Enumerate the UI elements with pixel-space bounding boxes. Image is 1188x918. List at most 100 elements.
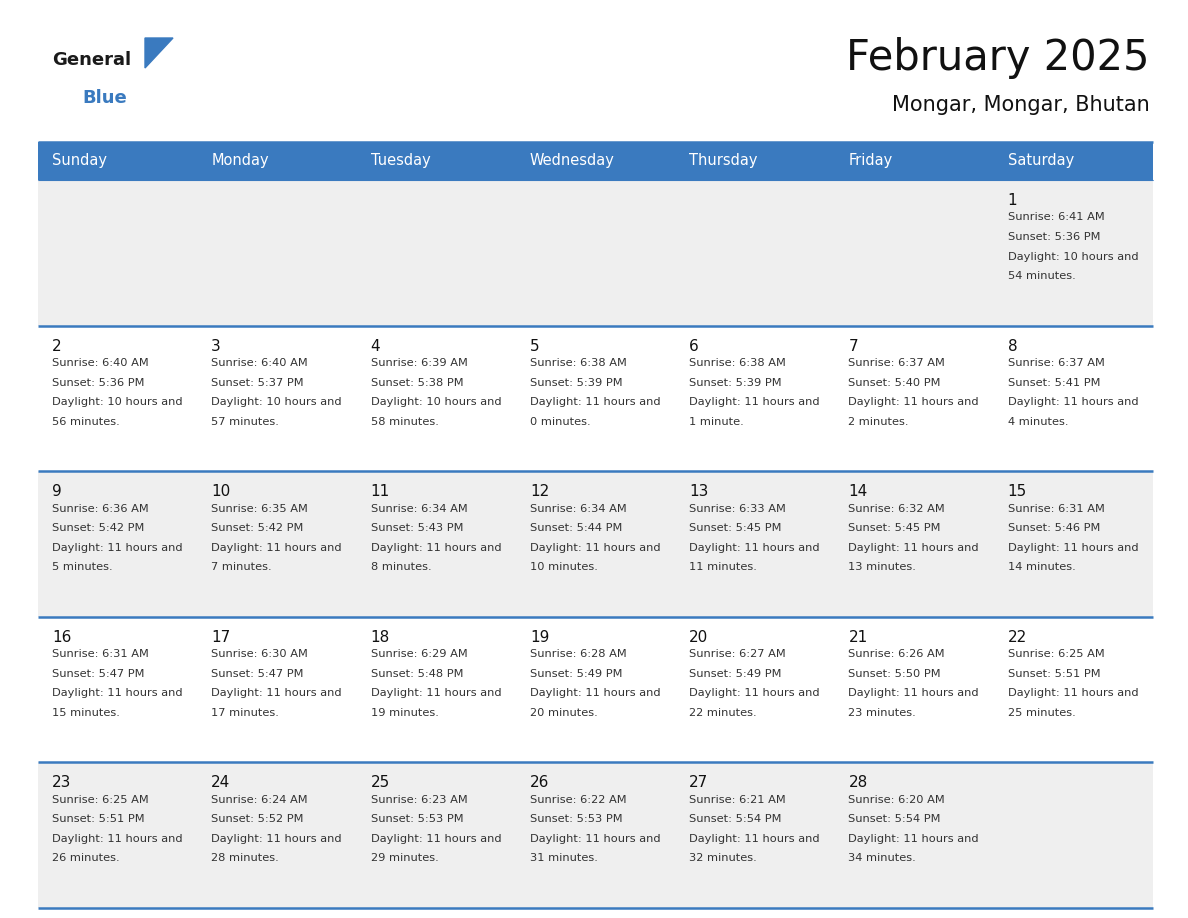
Text: Sunrise: 6:36 AM: Sunrise: 6:36 AM	[52, 504, 148, 514]
Text: Sunset: 5:50 PM: Sunset: 5:50 PM	[848, 669, 941, 678]
Text: Daylight: 11 hours and: Daylight: 11 hours and	[52, 688, 183, 699]
Text: 11: 11	[371, 484, 390, 499]
Text: Daylight: 11 hours and: Daylight: 11 hours and	[689, 834, 820, 844]
Text: Sunset: 5:44 PM: Sunset: 5:44 PM	[530, 523, 623, 533]
Text: Sunset: 5:51 PM: Sunset: 5:51 PM	[1007, 669, 1100, 678]
Text: Sunrise: 6:25 AM: Sunrise: 6:25 AM	[52, 795, 148, 805]
Text: Sunrise: 6:28 AM: Sunrise: 6:28 AM	[530, 649, 626, 659]
Text: Daylight: 11 hours and: Daylight: 11 hours and	[530, 688, 661, 699]
Text: Daylight: 11 hours and: Daylight: 11 hours and	[371, 834, 501, 844]
Text: Sunrise: 6:32 AM: Sunrise: 6:32 AM	[848, 504, 946, 514]
Text: Sunset: 5:53 PM: Sunset: 5:53 PM	[530, 814, 623, 824]
Bar	[516, 142, 675, 180]
Bar	[993, 142, 1154, 180]
Polygon shape	[145, 38, 173, 68]
Text: 58 minutes.: 58 minutes.	[371, 417, 438, 427]
Text: Daylight: 11 hours and: Daylight: 11 hours and	[689, 397, 820, 407]
Bar	[38, 180, 1154, 326]
Text: Sunset: 5:45 PM: Sunset: 5:45 PM	[848, 523, 941, 533]
Text: 24: 24	[211, 776, 230, 790]
Text: Daylight: 11 hours and: Daylight: 11 hours and	[371, 543, 501, 553]
Text: Sunset: 5:54 PM: Sunset: 5:54 PM	[689, 814, 782, 824]
Text: Sunset: 5:52 PM: Sunset: 5:52 PM	[211, 814, 304, 824]
Text: Tuesday: Tuesday	[371, 153, 430, 169]
Text: Daylight: 11 hours and: Daylight: 11 hours and	[848, 543, 979, 553]
Bar	[197, 142, 356, 180]
Text: 23: 23	[52, 776, 71, 790]
Text: 16: 16	[52, 630, 71, 644]
Text: Sunrise: 6:34 AM: Sunrise: 6:34 AM	[530, 504, 626, 514]
Text: Sunset: 5:38 PM: Sunset: 5:38 PM	[371, 377, 463, 387]
Text: Sunset: 5:49 PM: Sunset: 5:49 PM	[689, 669, 782, 678]
Text: Daylight: 11 hours and: Daylight: 11 hours and	[211, 543, 342, 553]
Text: Sunset: 5:39 PM: Sunset: 5:39 PM	[689, 377, 782, 387]
Text: 28 minutes.: 28 minutes.	[211, 854, 279, 864]
Text: Sunrise: 6:24 AM: Sunrise: 6:24 AM	[211, 795, 308, 805]
Text: 10 minutes.: 10 minutes.	[530, 562, 598, 572]
Text: 17: 17	[211, 630, 230, 644]
Text: 2 minutes.: 2 minutes.	[848, 417, 909, 427]
Text: Sunset: 5:53 PM: Sunset: 5:53 PM	[371, 814, 463, 824]
Text: 13: 13	[689, 484, 708, 499]
Text: 1 minute.: 1 minute.	[689, 417, 744, 427]
Text: 25 minutes.: 25 minutes.	[1007, 708, 1075, 718]
Text: 7 minutes.: 7 minutes.	[211, 562, 272, 572]
Bar	[356, 142, 516, 180]
Text: 20 minutes.: 20 minutes.	[530, 708, 598, 718]
Text: Sunset: 5:45 PM: Sunset: 5:45 PM	[689, 523, 782, 533]
Text: February 2025: February 2025	[847, 37, 1150, 79]
Text: 19: 19	[530, 630, 549, 644]
Text: 5: 5	[530, 339, 539, 353]
Text: Sunset: 5:37 PM: Sunset: 5:37 PM	[211, 377, 304, 387]
Text: Daylight: 11 hours and: Daylight: 11 hours and	[689, 688, 820, 699]
Text: Sunset: 5:51 PM: Sunset: 5:51 PM	[52, 814, 145, 824]
Text: 26: 26	[530, 776, 549, 790]
Text: 22 minutes.: 22 minutes.	[689, 708, 757, 718]
Text: 1: 1	[1007, 193, 1017, 208]
Bar	[834, 142, 993, 180]
Text: Friday: Friday	[848, 153, 892, 169]
Bar	[675, 142, 834, 180]
Text: Sunrise: 6:21 AM: Sunrise: 6:21 AM	[689, 795, 786, 805]
Text: Sunset: 5:36 PM: Sunset: 5:36 PM	[1007, 232, 1100, 242]
Bar	[38, 471, 1154, 617]
Text: Sunrise: 6:25 AM: Sunrise: 6:25 AM	[1007, 649, 1105, 659]
Bar	[38, 326, 1154, 471]
Text: Sunrise: 6:37 AM: Sunrise: 6:37 AM	[848, 358, 946, 368]
Text: Sunset: 5:47 PM: Sunset: 5:47 PM	[211, 669, 304, 678]
Text: Daylight: 11 hours and: Daylight: 11 hours and	[848, 834, 979, 844]
Text: General: General	[52, 51, 131, 69]
Text: Sunset: 5:36 PM: Sunset: 5:36 PM	[52, 377, 145, 387]
Text: Daylight: 11 hours and: Daylight: 11 hours and	[848, 397, 979, 407]
Text: Sunset: 5:42 PM: Sunset: 5:42 PM	[211, 523, 304, 533]
Text: 32 minutes.: 32 minutes.	[689, 854, 757, 864]
Bar	[38, 142, 197, 180]
Text: Sunset: 5:39 PM: Sunset: 5:39 PM	[530, 377, 623, 387]
Text: 57 minutes.: 57 minutes.	[211, 417, 279, 427]
Text: 26 minutes.: 26 minutes.	[52, 854, 120, 864]
Text: Daylight: 11 hours and: Daylight: 11 hours and	[530, 834, 661, 844]
Text: Sunrise: 6:20 AM: Sunrise: 6:20 AM	[848, 795, 946, 805]
Text: Daylight: 11 hours and: Daylight: 11 hours and	[211, 834, 342, 844]
Text: 12: 12	[530, 484, 549, 499]
Text: Daylight: 11 hours and: Daylight: 11 hours and	[52, 543, 183, 553]
Text: 2: 2	[52, 339, 62, 353]
Text: 54 minutes.: 54 minutes.	[1007, 271, 1075, 281]
Text: Sunrise: 6:29 AM: Sunrise: 6:29 AM	[371, 649, 467, 659]
Text: Daylight: 11 hours and: Daylight: 11 hours and	[1007, 688, 1138, 699]
Text: Sunrise: 6:40 AM: Sunrise: 6:40 AM	[52, 358, 148, 368]
Text: Daylight: 11 hours and: Daylight: 11 hours and	[1007, 397, 1138, 407]
Text: 20: 20	[689, 630, 708, 644]
Text: 19 minutes.: 19 minutes.	[371, 708, 438, 718]
Text: 56 minutes.: 56 minutes.	[52, 417, 120, 427]
Text: 25: 25	[371, 776, 390, 790]
Text: 14 minutes.: 14 minutes.	[1007, 562, 1075, 572]
Bar	[38, 617, 1154, 763]
Text: Sunset: 5:40 PM: Sunset: 5:40 PM	[848, 377, 941, 387]
Text: 6: 6	[689, 339, 699, 353]
Text: Sunrise: 6:39 AM: Sunrise: 6:39 AM	[371, 358, 467, 368]
Text: Sunday: Sunday	[52, 153, 107, 169]
Text: Sunrise: 6:31 AM: Sunrise: 6:31 AM	[52, 649, 148, 659]
Text: Wednesday: Wednesday	[530, 153, 614, 169]
Text: Sunrise: 6:31 AM: Sunrise: 6:31 AM	[1007, 504, 1105, 514]
